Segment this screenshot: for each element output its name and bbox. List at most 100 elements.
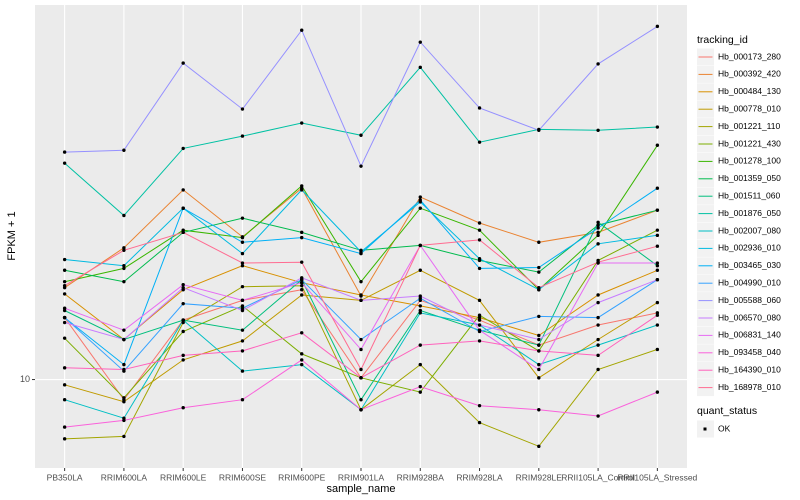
legend-label: Hb_001278_100 [718,156,781,166]
legend-title: quant_status [697,405,757,417]
data-point [359,337,363,342]
data-point [359,164,363,168]
data-point [418,206,422,210]
data-point [240,134,245,138]
data-point [122,367,126,372]
data-point [240,349,245,353]
data-point [596,242,600,246]
data-point [300,283,304,288]
data-point [655,261,660,265]
data-point [122,418,126,423]
data-point [122,399,126,404]
data-point [477,323,482,327]
data-point [537,285,541,290]
data-point [122,328,126,332]
y-axis-title: FPKM + 1 [6,211,18,260]
data-point [122,246,126,250]
x-tick-label: RRII105LA_Stressed [617,472,697,482]
data-point [359,251,363,256]
legend-label: Hb_001221_110 [718,121,781,131]
data-point [300,362,304,367]
data-point [300,280,304,285]
x-tick-label: RRIM600SE [219,472,267,482]
data-point [537,337,541,342]
data-point [181,353,185,358]
data-point [181,285,185,290]
x-tick-label: RRIM928LE [516,472,563,482]
data-point [596,323,600,327]
data-point [240,261,245,265]
data-point [655,24,660,29]
data-point [300,121,304,125]
data-point [655,313,660,317]
data-point [240,251,245,256]
x-tick-label: RRIM600LA [101,472,148,482]
data-point [477,238,482,242]
data-point [418,268,422,272]
data-point [359,408,363,412]
data-point [359,347,363,352]
legend-label: Hb_005588_060 [718,295,781,305]
data-point [655,268,660,272]
data-point [596,293,600,297]
legend-label: Hb_001511_060 [718,190,781,200]
data-point [477,266,482,271]
data-point [537,270,541,274]
data-point [477,313,482,317]
data-point [655,125,660,129]
data-point [240,107,245,111]
data-point [62,336,67,340]
data-point [418,308,422,313]
data-point [537,349,541,353]
data-point [300,352,304,356]
data-point [62,437,67,441]
legend-label: Hb_002007_080 [718,225,781,235]
data-point [240,308,245,313]
data-point [62,150,67,154]
data-point [122,266,126,271]
data-point [596,367,600,372]
data-point [537,367,541,372]
data-point [477,298,482,303]
legend-label: Hb_002936_010 [718,243,781,253]
x-tick-label: RRIM928BA [397,472,445,482]
data-point [181,320,185,325]
data-point [122,434,126,439]
data-point [418,65,422,70]
x-tick-label: RRII105LA_Control [561,472,635,482]
data-point [418,294,422,298]
data-point [300,288,304,292]
data-point [359,298,363,303]
data-point [300,230,304,235]
legend-label: Hb_001221_430 [718,138,781,148]
data-point [181,318,185,322]
legend-label: OK [718,423,731,433]
data-point [655,390,660,394]
legend-label: Hb_001876_050 [718,208,781,218]
data-point [62,161,67,165]
data-point [300,235,304,240]
legend-label: Hb_168978_010 [718,382,781,392]
data-point [240,264,245,268]
data-point [655,347,660,352]
data-point [181,188,185,192]
data-point [359,293,363,297]
data-point [537,444,541,449]
data-point [655,228,660,232]
data-point [596,337,600,342]
data-point [300,184,304,188]
data-point [240,398,245,402]
data-point [181,358,185,362]
data-point [62,315,67,320]
data-point [181,206,185,210]
data-point [418,390,422,394]
data-point [537,314,541,319]
data-point [181,146,185,151]
data-point [596,414,600,418]
data-point [62,306,67,310]
data-point [300,28,304,32]
data-point [596,353,600,358]
data-point [181,405,185,410]
